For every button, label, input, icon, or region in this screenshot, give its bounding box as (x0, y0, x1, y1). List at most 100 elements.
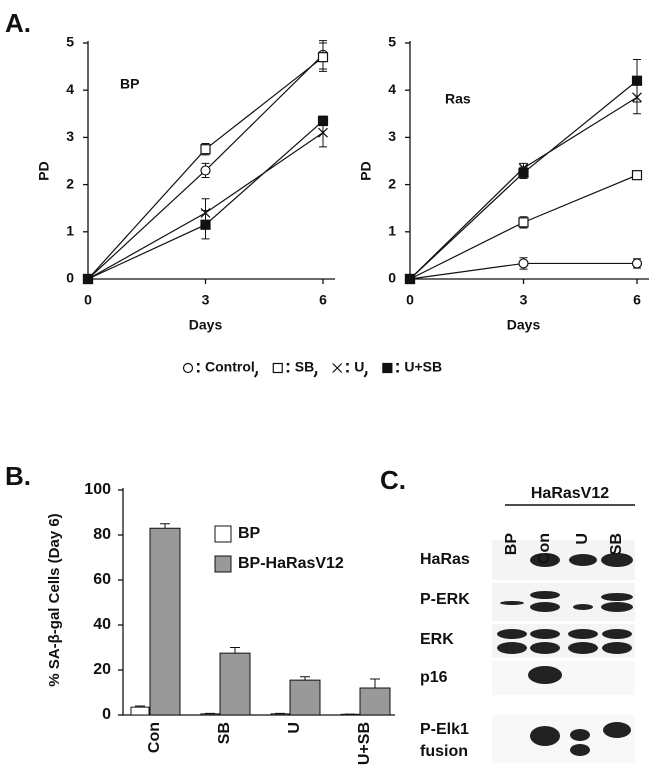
x-tick-label: U+SB (356, 722, 373, 765)
y-tick-label: 4 (66, 81, 74, 97)
legend-colon (346, 370, 349, 373)
x-tick-label: 0 (84, 292, 92, 308)
y-tick-label: 1 (388, 223, 396, 239)
lane-label: Con (536, 533, 553, 564)
error-bar (230, 647, 240, 654)
marker (317, 115, 329, 126)
y-tick-label: 20 (93, 661, 111, 678)
legend-symbol (332, 363, 343, 373)
lane-label: SB (608, 533, 625, 555)
legend-comma (363, 371, 368, 378)
marker (318, 127, 328, 138)
series-line (409, 80, 638, 280)
x-tick-label: Con (146, 722, 163, 753)
row-label: p16 (420, 669, 448, 686)
blot-image (492, 540, 635, 763)
marker (200, 165, 211, 176)
marker (631, 170, 643, 181)
legend-colon (286, 370, 290, 373)
y-tick-label: 80 (93, 526, 111, 543)
legend-label: SB (295, 359, 314, 375)
legend-colon (346, 363, 349, 366)
marker (317, 52, 329, 63)
x-axis-title: Days (189, 317, 223, 333)
y-tick-label: 3 (66, 128, 74, 144)
marker (200, 219, 211, 230)
legend-comma (313, 371, 318, 378)
y-axis-title: PD (36, 161, 52, 180)
row-label: HaRas (420, 551, 470, 568)
bar (149, 527, 181, 716)
y-tick-label: 3 (388, 128, 396, 144)
bar (270, 713, 290, 716)
error-bar (160, 523, 170, 529)
legend-colon (197, 363, 200, 366)
x-tick-label: 3 (202, 292, 210, 308)
error-bar (135, 705, 145, 708)
legend-colon (396, 363, 399, 366)
y-tick-label: 2 (66, 175, 74, 191)
panel-label: B. (5, 461, 31, 491)
legend-comma (253, 371, 258, 378)
y-axis-title: PD (358, 161, 374, 180)
y-axis-title: % SA-β-gal Cells (Day 6) (46, 513, 63, 686)
marker (518, 217, 529, 228)
legend-label: U (354, 359, 364, 375)
group-label: HaRasV12 (531, 485, 609, 502)
panel-label: A. (5, 8, 31, 38)
y-tick-label: 40 (93, 616, 111, 633)
marker (404, 273, 416, 285)
chart-title: Ras (445, 91, 471, 107)
y-tick-label: 0 (102, 706, 111, 723)
marker (82, 273, 94, 285)
x-tick-label: 3 (520, 292, 528, 308)
y-tick-label: 1 (66, 223, 74, 239)
bar (130, 706, 150, 716)
lane-label: BP (503, 533, 520, 556)
bar (200, 713, 220, 716)
y-tick-label: 5 (66, 34, 74, 50)
row-label: P-Elk1 fusion (420, 721, 469, 760)
error-bar (370, 678, 380, 688)
legend-symbol (272, 362, 283, 374)
y-tick-label: 2 (388, 175, 396, 191)
legend-colon (396, 370, 399, 373)
row-label: ERK (420, 631, 454, 648)
row-label: P-ERK (420, 591, 470, 608)
bar (219, 652, 251, 716)
legend-label: U+SB (404, 359, 442, 375)
legend-swatch (214, 525, 232, 543)
x-tick-label: 0 (406, 292, 414, 308)
legend-symbol (382, 362, 393, 374)
legend-symbol (182, 362, 194, 374)
marker (518, 258, 529, 269)
legend-swatch (214, 555, 232, 573)
x-tick-label: U (286, 722, 303, 734)
x-tick-label: SB (216, 722, 233, 744)
legend-label: BP-HaRasV12 (238, 555, 344, 572)
x-tick-label: 6 (319, 292, 327, 308)
marker (518, 167, 529, 178)
y-tick-label: 60 (93, 571, 111, 588)
x-tick-label: 6 (633, 292, 641, 308)
y-tick-label: 100 (84, 481, 111, 498)
chart-title: BP (120, 76, 139, 92)
marker (200, 144, 211, 155)
marker (631, 258, 643, 269)
y-tick-label: 4 (388, 81, 396, 97)
error-bar (300, 676, 310, 681)
bar (289, 679, 321, 716)
y-tick-label: 5 (388, 34, 396, 50)
y-tick-label: 0 (388, 270, 396, 286)
y-tick-label: 0 (66, 270, 74, 286)
marker (631, 75, 643, 86)
legend-label: Control (205, 359, 255, 375)
series-line (409, 96, 638, 280)
legend-colon (197, 370, 200, 373)
legend-label: BP (238, 525, 261, 542)
legend-colon (286, 363, 290, 366)
lane-label: U (574, 533, 591, 545)
panel-label: C. (380, 465, 406, 495)
